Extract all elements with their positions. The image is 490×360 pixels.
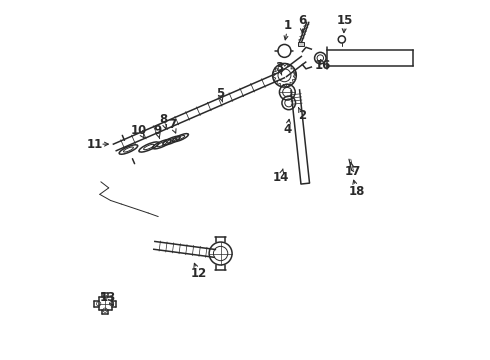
Text: 16: 16 xyxy=(315,59,331,72)
Text: 4: 4 xyxy=(283,123,292,136)
Text: 8: 8 xyxy=(159,113,168,126)
Text: 14: 14 xyxy=(272,171,289,184)
Text: 17: 17 xyxy=(344,165,361,177)
Text: 13: 13 xyxy=(100,291,116,304)
Text: 2: 2 xyxy=(298,109,306,122)
Text: 18: 18 xyxy=(349,185,365,198)
Text: 12: 12 xyxy=(190,267,206,280)
Text: 1: 1 xyxy=(284,19,292,32)
Text: 7: 7 xyxy=(168,118,176,131)
Text: 9: 9 xyxy=(153,124,161,137)
Text: 15: 15 xyxy=(337,14,353,27)
Text: 5: 5 xyxy=(216,87,224,100)
Bar xyxy=(298,42,304,45)
Text: 11: 11 xyxy=(86,138,102,150)
Text: 3: 3 xyxy=(275,60,283,73)
Text: 10: 10 xyxy=(131,124,147,137)
Text: 6: 6 xyxy=(298,14,307,27)
